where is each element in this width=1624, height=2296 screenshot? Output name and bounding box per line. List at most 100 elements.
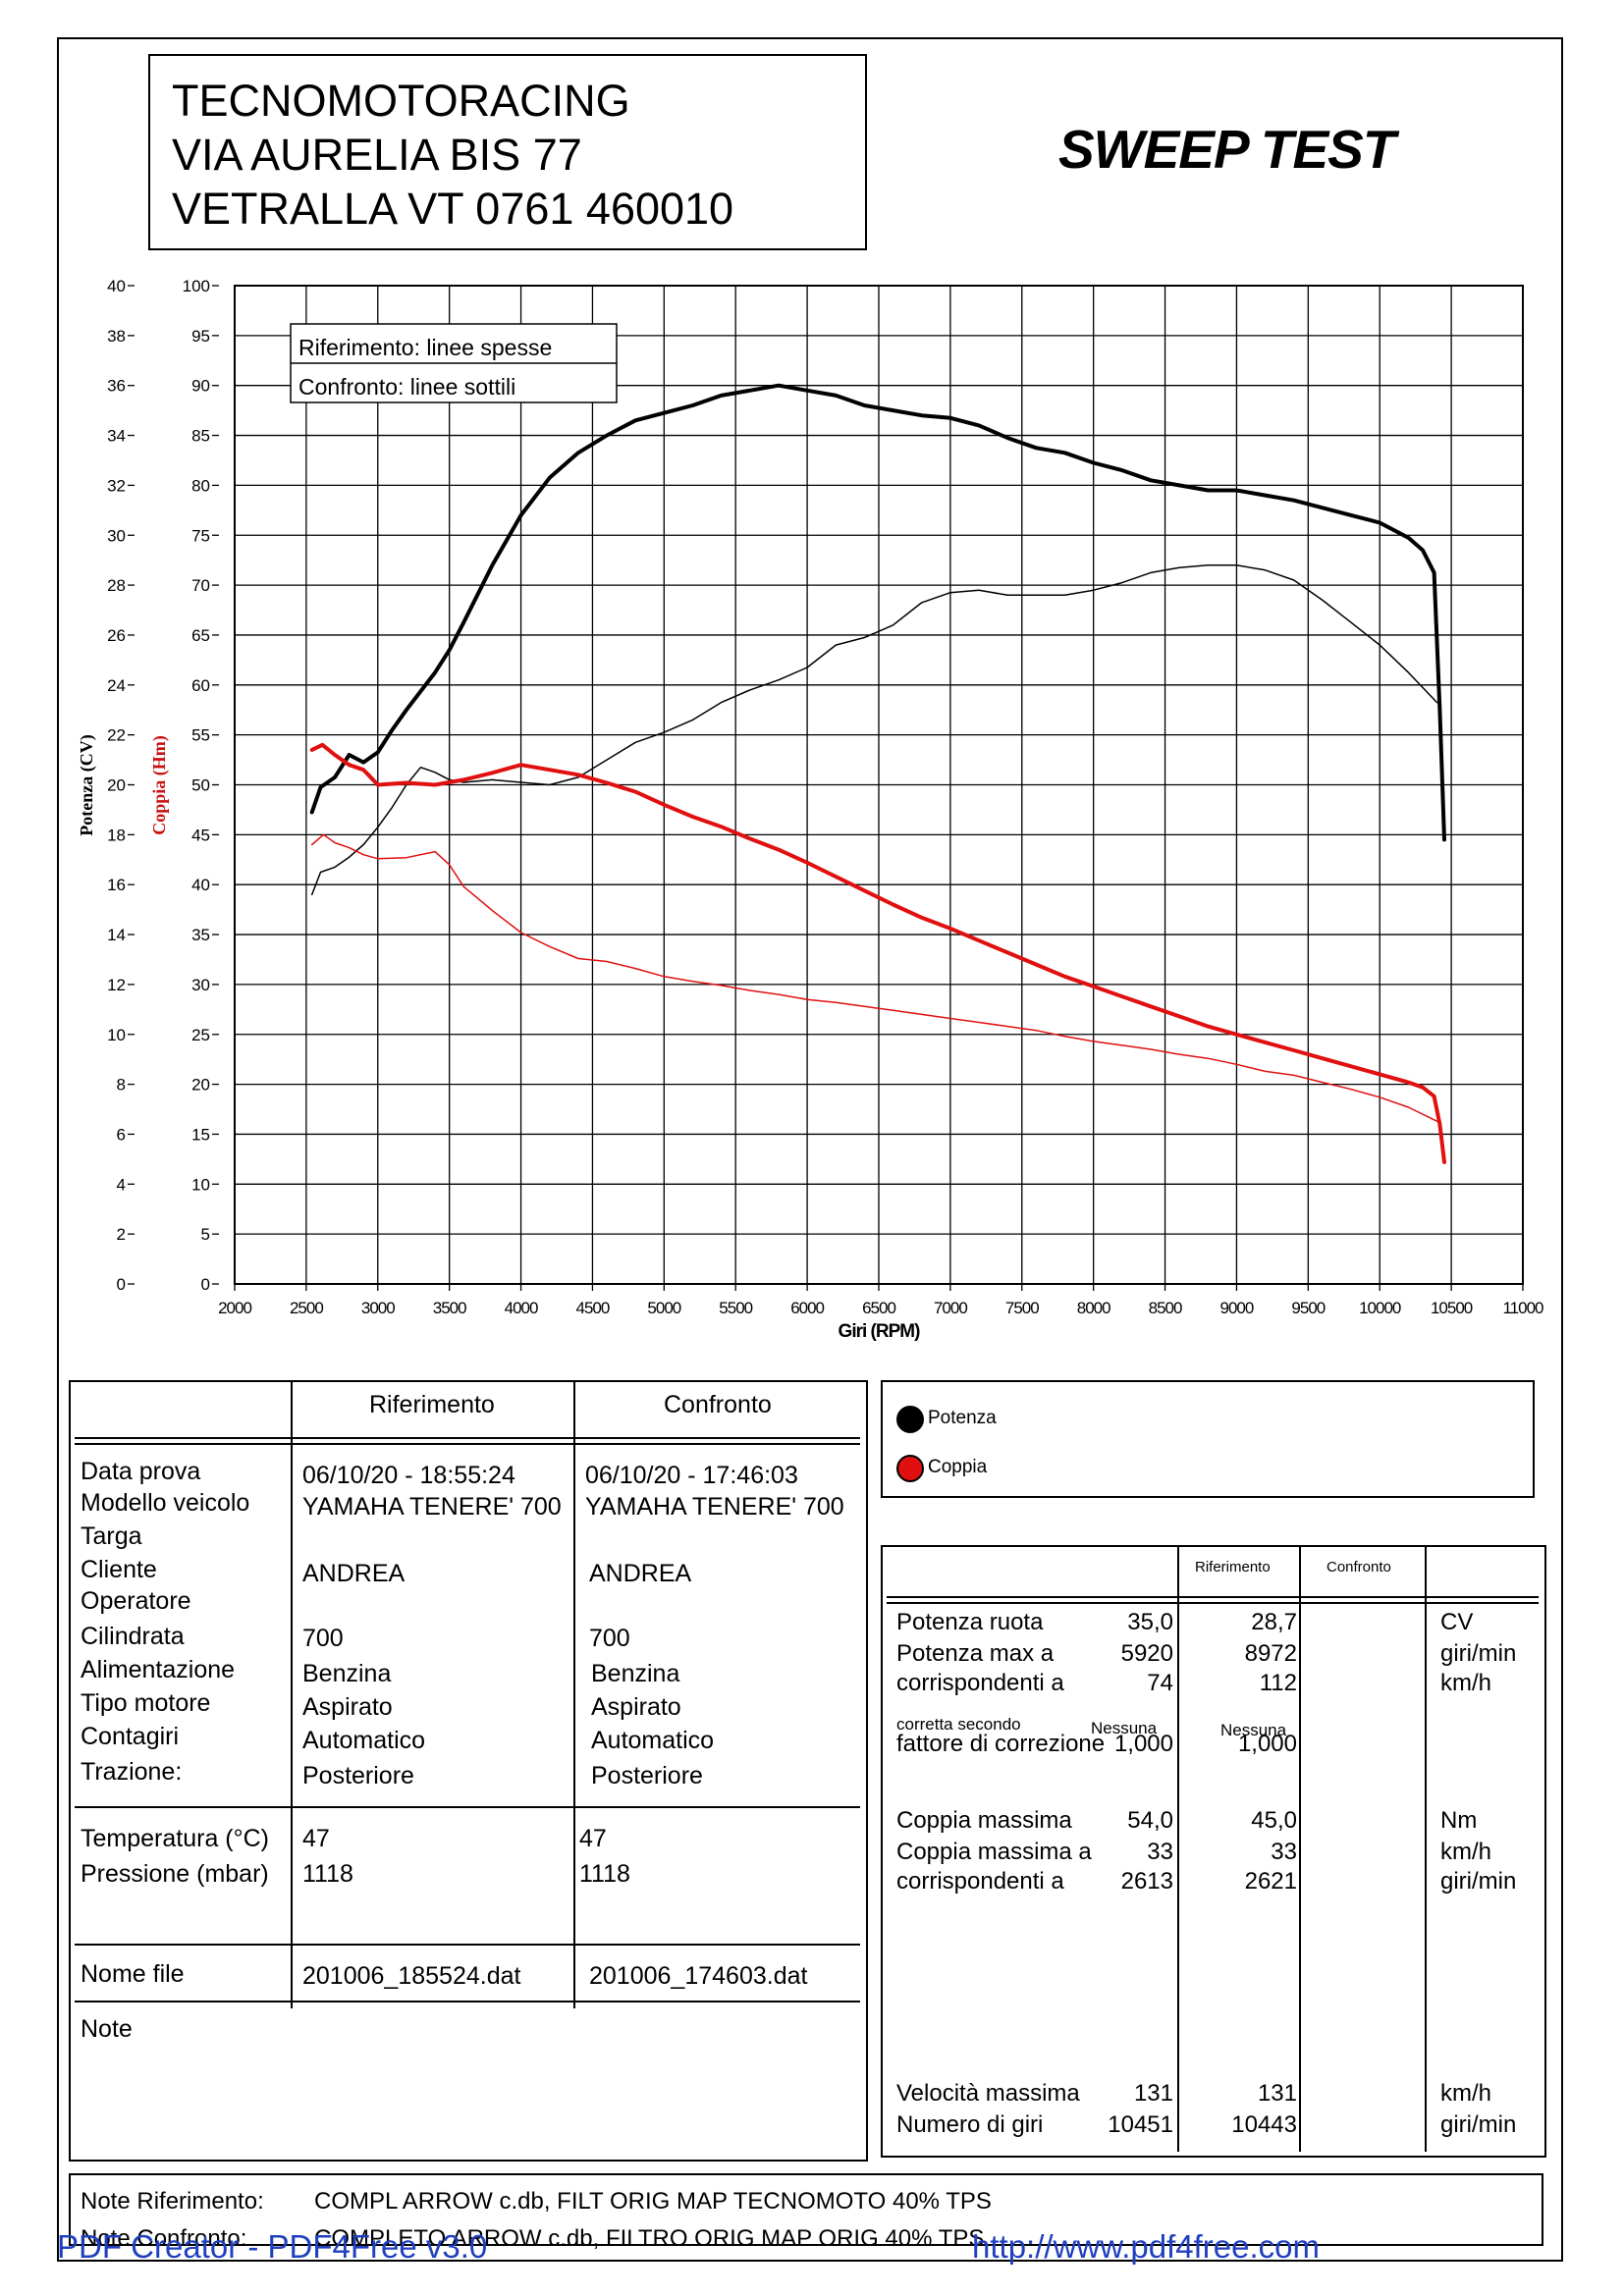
power-tick-label: 34: [107, 427, 126, 446]
result-unit: giri/min: [1440, 2111, 1517, 2138]
result-unit: km/h: [1440, 1839, 1492, 1865]
potenza-riferimento-line: [309, 383, 1446, 842]
result-label: Numero di giri: [896, 2111, 1044, 2138]
result-label: Coppia massima: [896, 1807, 1072, 1834]
torque-tick-label: 100: [183, 277, 210, 295]
conf-tipo-motore: Aspirato: [591, 1693, 681, 1721]
col-divider: [1425, 1547, 1427, 2152]
row-divider: [75, 1944, 860, 1946]
conf-modello: YAMAHA TENERE' 700: [585, 1493, 844, 1521]
result-conf-value: 45,0: [1251, 1807, 1297, 1834]
label-trazione: Trazione:: [81, 1758, 183, 1786]
power-tick-label: 40: [107, 277, 126, 295]
row-divider: [75, 1443, 860, 1445]
row-divider: [887, 1596, 1539, 1598]
conf-temperatura: 47: [579, 1825, 607, 1852]
company-name: TECNOMOTORACING: [172, 76, 630, 126]
torque-tick-label: 90: [191, 377, 210, 396]
result-rif-value: 1,000: [1113, 1731, 1173, 1757]
dyno-chart: 2000 2500 3000 3500 4000 4500 5000 5500 6000 6500…: [77, 277, 1544, 1342]
result-conf-value: 112: [1259, 1670, 1297, 1696]
torque-axis-label: Coppia (Hm): [149, 735, 170, 835]
potenza-confronto-line: [310, 564, 1438, 896]
conf-nome-file: 201006_174603.dat: [589, 1962, 808, 1990]
label-cliente: Cliente: [81, 1556, 157, 1583]
pdf4free-link[interactable]: http://www.pdf4free.com: [972, 2228, 1320, 2265]
page-frame: [57, 37, 1563, 2262]
rif-modello: YAMAHA TENERE' 700: [302, 1493, 562, 1521]
x-tick-label: 5500: [719, 1299, 752, 1317]
result-rif-value: 33: [1147, 1839, 1173, 1865]
x-tick-label: 8000: [1077, 1299, 1110, 1317]
result-unit: giri/min: [1440, 1640, 1517, 1667]
x-tick-label: 7500: [1005, 1299, 1039, 1317]
conf-pressione: 1118: [579, 1860, 630, 1888]
label-operatore: Operatore: [81, 1587, 191, 1615]
result-label: corrispondenti a: [896, 1670, 1064, 1696]
x-tick-label: 4000: [505, 1299, 538, 1317]
company-header-box: TECNOMOTORACING VIA AURELIA BIS 77 VETRA…: [148, 54, 867, 250]
power-axis-label: Potenza (CV): [77, 734, 97, 835]
conf-alimentazione: Benzina: [591, 1660, 680, 1687]
torque-tick-label: 5: [201, 1225, 210, 1244]
result-rif-value: 74: [1147, 1670, 1173, 1696]
rif-temperatura: 47: [302, 1825, 330, 1852]
rif-alimentazione: Benzina: [302, 1660, 392, 1687]
torque-tick-label: 25: [191, 1026, 210, 1044]
label-cilindrata: Cilindrata: [81, 1623, 185, 1650]
rif-trazione: Posteriore: [302, 1762, 414, 1789]
note-riferimento-lines: Riferimento: linee spesse: [298, 335, 552, 360]
result-conf-value: Nessuna: [1220, 1721, 1287, 1739]
result-label: Coppia massima a: [896, 1839, 1092, 1865]
col-divider: [1299, 1547, 1301, 2152]
results-header-riferimento: Riferimento: [1195, 1559, 1271, 1575]
label-contagiri: Contagiri: [81, 1723, 180, 1750]
col-divider: [1177, 1547, 1179, 2152]
potenza-legend-icon: [896, 1406, 924, 1433]
note-riferimento-text: COMPL ARROW c.db, FILT ORIG MAP TECNOMOT…: [314, 2188, 992, 2215]
power-tick-label: 16: [107, 876, 126, 894]
results-table: Riferimento Confronto Potenza ruota 35,0 2…: [881, 1545, 1546, 2158]
power-tick-label: 32: [107, 476, 126, 495]
torque-tick-label: 15: [191, 1125, 210, 1144]
x-tick-label: 2000: [218, 1299, 251, 1317]
power-tick-label: 12: [107, 976, 126, 994]
torque-tick-label: 0: [201, 1275, 210, 1294]
x-tick-label: 8500: [1149, 1299, 1182, 1317]
result-unit: km/h: [1440, 1670, 1492, 1696]
label-targa: Targa: [81, 1522, 142, 1550]
result-conf-value: 8972: [1244, 1640, 1297, 1667]
x-tick-label: 3500: [433, 1299, 466, 1317]
result-rif-value: 54,0: [1127, 1807, 1173, 1834]
power-tick-label: 28: [107, 576, 126, 595]
torque-tick-label: 50: [191, 776, 210, 795]
test-info-table: Riferimento Confronto Data prova Modello…: [69, 1380, 868, 2162]
x-axis-label: Giri (RPM): [839, 1321, 921, 1342]
result-rif-value: 5920: [1120, 1640, 1173, 1667]
legend-box: Potenza Coppia: [881, 1380, 1535, 1498]
result-rif-value: 10451: [1108, 2111, 1173, 2138]
torque-tick-label: 75: [191, 526, 210, 545]
rif-data-prova: 06/10/20 - 18:55:24: [302, 1462, 515, 1489]
coppia-riferimento-line: [309, 742, 1446, 1164]
x-tick-label: 3000: [361, 1299, 395, 1317]
result-label: Potenza max a: [896, 1640, 1055, 1667]
result-conf-value: 28,7: [1251, 1609, 1297, 1635]
note-confronto-label: Note Confronto:: [81, 2225, 247, 2252]
conf-cilindrata: 700: [589, 1625, 630, 1652]
result-label: Potenza ruota: [896, 1609, 1044, 1635]
power-tick-label: 26: [107, 626, 126, 645]
x-tick-label: 11000: [1502, 1299, 1543, 1317]
torque-tick-label: 65: [191, 626, 210, 645]
x-tick-label: 4500: [576, 1299, 610, 1317]
label-alimentazione: Alimentazione: [81, 1656, 236, 1683]
x-tick-label: 7000: [934, 1299, 967, 1317]
power-tick-label: 10: [107, 1026, 126, 1044]
result-unit: Nm: [1440, 1807, 1478, 1834]
result-conf-value: 10443: [1231, 2111, 1297, 2138]
result-label: corretta secondo: [896, 1715, 1021, 1734]
power-tick-label: 18: [107, 826, 126, 844]
conf-data-prova: 06/10/20 - 17:46:03: [585, 1462, 798, 1489]
power-tick-label: 24: [107, 676, 126, 695]
result-rif-value: Nessuna: [1091, 1719, 1158, 1737]
